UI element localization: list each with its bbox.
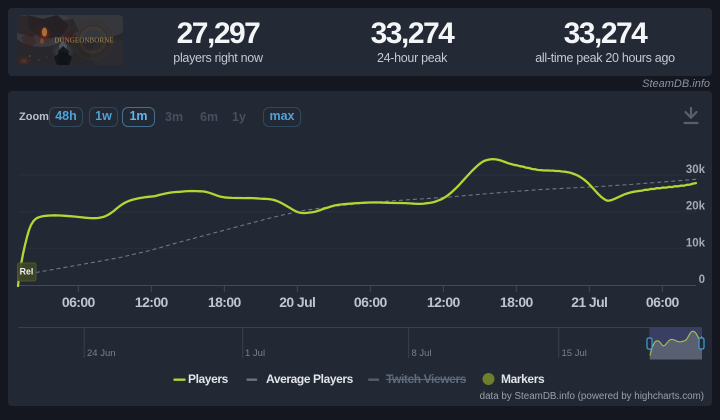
svg-text:1 Jul: 1 Jul (245, 348, 265, 359)
svg-text:30k: 30k (686, 164, 706, 176)
svg-text:24 Jun: 24 Jun (87, 348, 116, 359)
svg-text:21 Jul: 21 Jul (571, 294, 607, 310)
svg-text:8 Jul: 8 Jul (412, 348, 432, 359)
svg-text:DUNGEONBORNE: DUNGEONBORNE (54, 37, 114, 45)
svg-text:06:00: 06:00 (354, 294, 388, 310)
svg-text:18:00: 18:00 (500, 294, 534, 310)
svg-text:15 Jul: 15 Jul (562, 348, 587, 359)
svg-text:20 Jul: 20 Jul (279, 294, 315, 310)
svg-text:Rel: Rel (20, 267, 34, 277)
svg-text:18:00: 18:00 (208, 294, 242, 310)
svg-text:10k: 10k (686, 237, 706, 249)
svg-text:12:00: 12:00 (427, 294, 461, 310)
svg-text:0: 0 (699, 274, 705, 286)
svg-text:06:00: 06:00 (62, 294, 96, 310)
svg-text:06:00: 06:00 (646, 294, 680, 310)
svg-text:12:00: 12:00 (135, 294, 169, 310)
svg-text:20k: 20k (686, 201, 706, 213)
